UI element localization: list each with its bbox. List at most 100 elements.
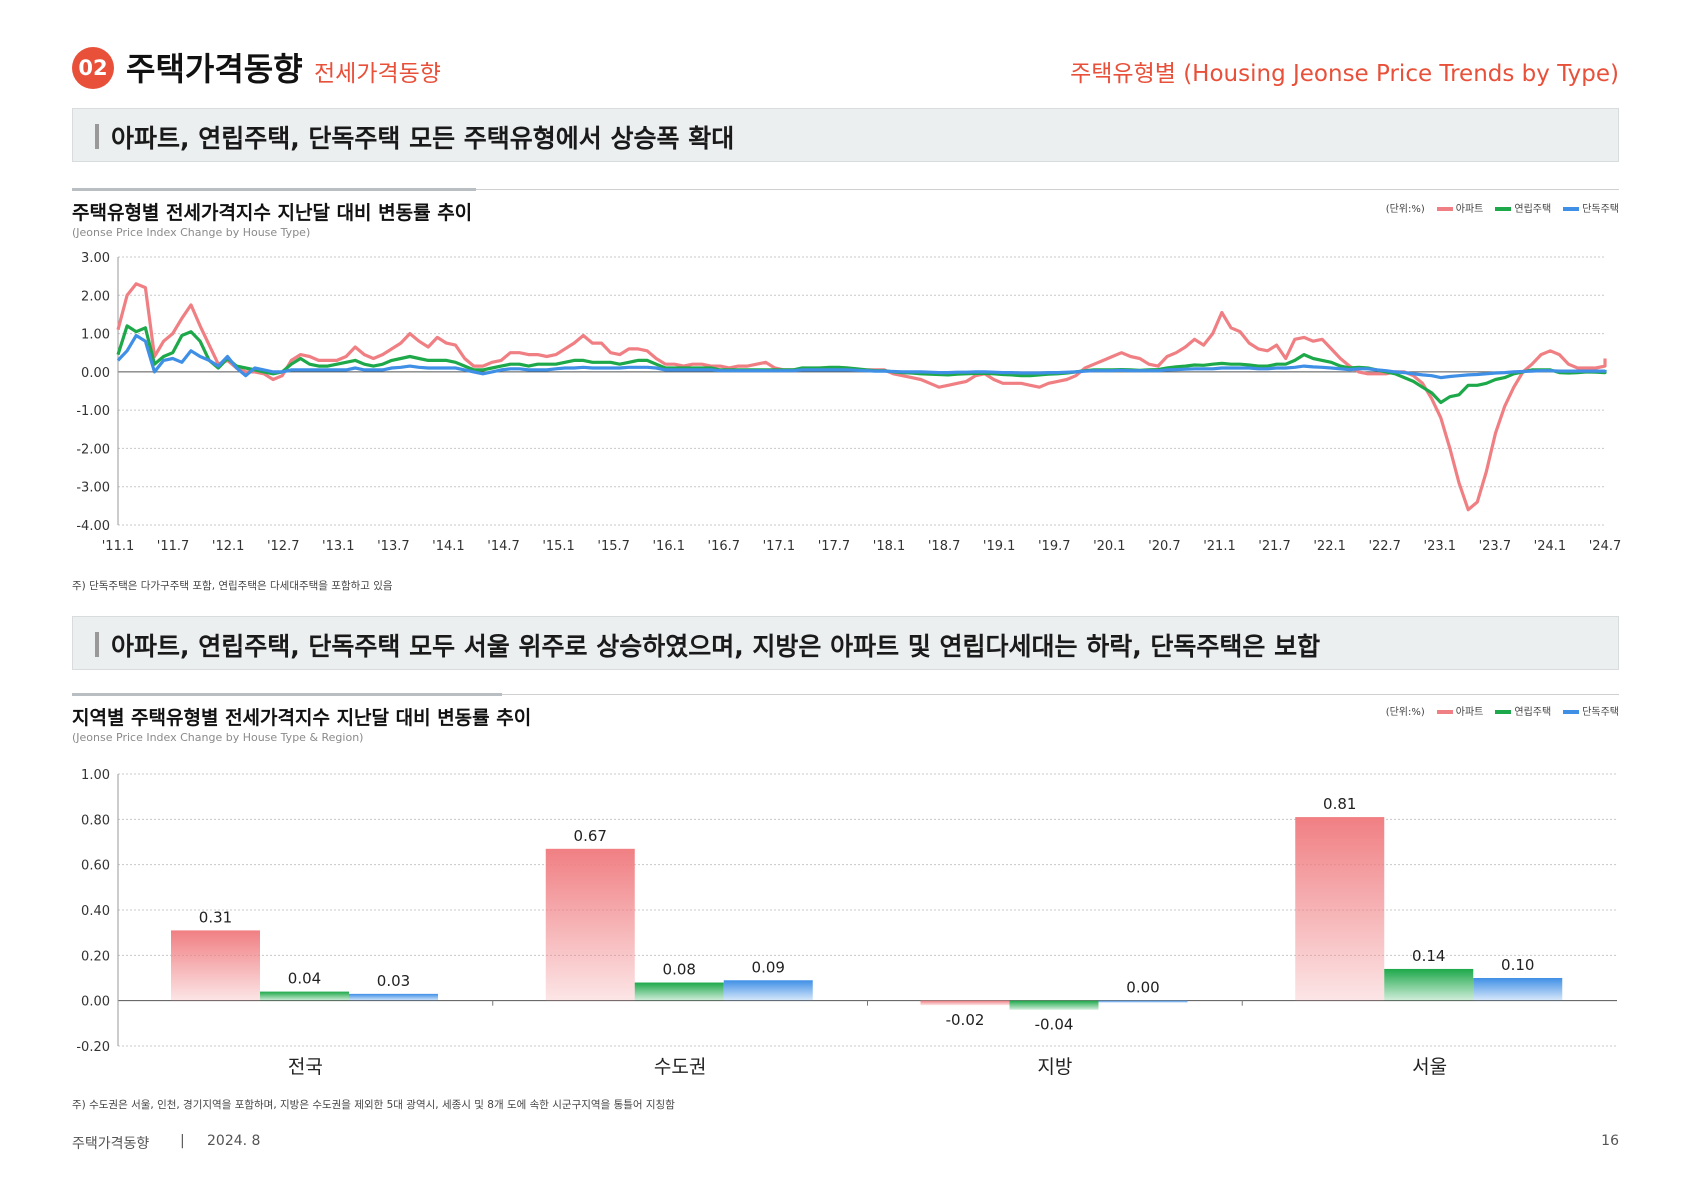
- x-tick-label: '19.7: [1038, 539, 1071, 554]
- chart1-title: 주택유형별 전세가격지수 지난달 대비 변동률 추이: [72, 202, 473, 224]
- x-tick-label: '15.7: [597, 539, 630, 554]
- x-tick-label: '15.1: [542, 539, 575, 554]
- y-tick-label: -4.00: [76, 519, 110, 534]
- x-tick-label: '17.1: [763, 539, 796, 554]
- page-title: 주택가격동향: [126, 50, 303, 88]
- chart2-footnote: 주) 수도권은 서울, 인천, 경기지역을 포함하며, 지방은 수도권을 제외한…: [72, 1099, 675, 1111]
- banner-accent-bar: [95, 632, 99, 657]
- category-label: 서울: [1412, 1056, 1447, 1078]
- y-tick-label: 0.00: [81, 995, 110, 1010]
- banner-accent-bar: [95, 124, 99, 149]
- y-tick-label: -3.00: [76, 481, 110, 496]
- page-number: 16: [1601, 1133, 1619, 1149]
- x-tick-label: '11.7: [157, 539, 190, 554]
- x-tick-label: '22.7: [1368, 539, 1401, 554]
- y-tick-label: 1.00: [81, 328, 110, 343]
- bar-연립주택-서울: [1384, 968, 1474, 1001]
- y-tick-label: -0.20: [76, 1040, 110, 1055]
- y-tick-label: 1.00: [81, 768, 110, 783]
- x-tick-label: '22.1: [1313, 539, 1346, 554]
- footer-date: 2024. 8: [207, 1133, 261, 1149]
- chart1-footnote: 주) 단독주택은 다가구주택 포함, 연립주택은 다세대주택을 포함하고 있음: [72, 580, 393, 592]
- x-tick-label: '13.7: [377, 539, 410, 554]
- series-line-단독주택: [116, 333, 1607, 380]
- data-label: -0.04: [1035, 1016, 1074, 1034]
- data-label: 0.81: [1323, 795, 1356, 813]
- bar-연립주택-수도권: [634, 982, 724, 1001]
- data-label: 0.10: [1501, 956, 1534, 974]
- y-tick-label: 0.80: [81, 813, 110, 828]
- y-tick-label: 0.40: [81, 904, 110, 919]
- footer-separator: |: [180, 1133, 185, 1149]
- bar-아파트-전국: [171, 930, 260, 1001]
- legend-item-row: 연립주택: [1495, 200, 1551, 215]
- legend-item-det: 단독주택: [1563, 703, 1619, 718]
- y-tick-label: 0.60: [81, 859, 110, 874]
- x-tick-label: '23.1: [1424, 539, 1457, 554]
- x-tick-label: '24.7: [1589, 539, 1622, 554]
- summary-banner-1: 아파트, 연립주택, 단독주택 모든 주택유형에서 상승폭 확대: [72, 108, 1619, 162]
- footer-title: 주택가격동향: [72, 1136, 150, 1152]
- section-heading-right: 주택유형별 (Housing Jeonse Price Trends by Ty…: [1070, 61, 1619, 87]
- category-label: 지방: [1037, 1056, 1072, 1078]
- data-label: 0.31: [199, 908, 232, 926]
- x-tick-label: '21.7: [1258, 539, 1291, 554]
- data-label: -0.02: [946, 1011, 985, 1029]
- data-label: 0.00: [1126, 979, 1159, 997]
- page-subtitle: 전세가격동향: [314, 61, 441, 87]
- legend-unit: (단위:%): [1385, 204, 1425, 215]
- legend-item-apt: 아파트: [1436, 200, 1483, 215]
- bar-연립주택-전국: [260, 991, 349, 1001]
- legend-item-det: 단독주택: [1563, 200, 1619, 215]
- legend-item-apt: 아파트: [1436, 703, 1483, 718]
- x-tick-label: '17.7: [818, 539, 851, 554]
- category-label: 수도권: [654, 1056, 706, 1078]
- chart2-title: 지역별 주택유형별 전세가격지수 지난달 대비 변동률 추이: [72, 707, 532, 729]
- data-label: 0.14: [1412, 947, 1445, 965]
- x-tick-label: '20.7: [1148, 539, 1181, 554]
- y-tick-label: -1.00: [76, 404, 110, 419]
- x-tick-label: '16.1: [652, 539, 685, 554]
- x-tick-label: '18.7: [928, 539, 961, 554]
- bar-아파트-수도권: [545, 848, 635, 1001]
- x-tick-label: '16.7: [708, 539, 741, 554]
- bar-단독주택-서울: [1473, 978, 1563, 1001]
- x-tick-label: '12.1: [212, 539, 245, 554]
- divider-accent: [72, 693, 502, 696]
- y-tick-label: 0.00: [81, 366, 110, 381]
- x-tick-label: '11.1: [102, 539, 135, 554]
- bar-단독주택-전국: [349, 993, 438, 1001]
- banner-text: 아파트, 연립주택, 단독주택 모든 주택유형에서 상승폭 확대: [111, 124, 735, 153]
- chart2-subtitle: (Jeonse Price Index Change by House Type…: [72, 731, 364, 744]
- y-tick-label: 3.00: [81, 251, 110, 266]
- x-tick-label: '13.1: [322, 539, 355, 554]
- bar-단독주택-지방: [1098, 1000, 1188, 1003]
- chart2-legend: (단위:%) 아파트 연립주택 단독주택: [1386, 703, 1619, 718]
- x-tick-label: '19.1: [983, 539, 1016, 554]
- category-label: 전국: [288, 1056, 323, 1078]
- bar-연립주택-지방: [1009, 1000, 1099, 1010]
- y-tick-label: 0.20: [81, 949, 110, 964]
- chart1-subtitle: (Jeonse Price Index Change by House Type…: [72, 226, 311, 239]
- section-number-badge: 02: [72, 47, 114, 89]
- banner-text: 아파트, 연립주택, 단독주택 모두 서울 위주로 상승하였으며, 지방은 아파…: [111, 632, 1321, 661]
- x-tick-label: '21.1: [1203, 539, 1236, 554]
- x-tick-label: '20.1: [1093, 539, 1126, 554]
- y-tick-label: 2.00: [81, 289, 110, 304]
- x-tick-label: '23.7: [1479, 539, 1512, 554]
- data-label: 0.09: [752, 958, 785, 976]
- x-tick-label: '14.7: [487, 539, 520, 554]
- x-tick-label: '18.1: [873, 539, 906, 554]
- divider: [72, 694, 1619, 695]
- bar-아파트-서울: [1295, 817, 1385, 1001]
- series-line-아파트: [116, 282, 1607, 512]
- x-tick-label: '24.1: [1534, 539, 1567, 554]
- series-line-연립주택: [116, 324, 1607, 405]
- x-tick-label: '12.7: [267, 539, 300, 554]
- y-tick-label: -2.00: [76, 442, 110, 457]
- divider-accent: [72, 188, 476, 191]
- data-label: 0.03: [377, 972, 410, 990]
- bar-단독주택-수도권: [723, 980, 813, 1001]
- summary-banner-2: 아파트, 연립주택, 단독주택 모두 서울 위주로 상승하였으며, 지방은 아파…: [72, 616, 1619, 670]
